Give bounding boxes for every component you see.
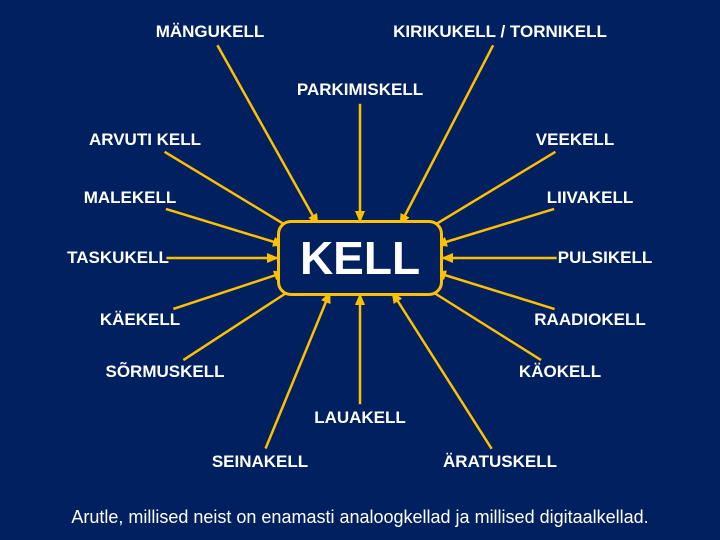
node-aratuskell: ÄRATUSKELL xyxy=(443,452,557,472)
node-mangukell: MÄNGUKELL xyxy=(156,22,265,42)
node-kaokell: KÄOKELL xyxy=(519,362,601,382)
arrow-aratuskell xyxy=(392,292,492,449)
arrow-mangukell xyxy=(217,45,318,225)
caption-text: Arutle, millised neist on enamasti analo… xyxy=(0,507,720,528)
node-liivakell: LIIVAKELL xyxy=(547,188,634,208)
node-lauakell: LAUAKELL xyxy=(314,408,406,428)
node-pulsikell: PULSIKELL xyxy=(558,248,652,268)
arrow-veekell xyxy=(423,152,555,232)
node-kaekell: KÄEKELL xyxy=(100,310,180,330)
node-sormuskell: SÕRMUSKELL xyxy=(106,362,225,382)
center-node-label: KELL xyxy=(300,231,420,285)
diagram-stage: KELL MÄNGUKELL KIRIKUKELL / TORNIKELL PARK… xyxy=(0,0,720,540)
arrow-arvutikell xyxy=(165,152,297,232)
arrow-sormuskell xyxy=(183,284,300,360)
node-kirikukell: KIRIKUKELL / TORNIKELL xyxy=(393,22,607,42)
node-parkimiskell: PARKIMISKELL xyxy=(297,80,423,100)
node-raadiokell: RAADIOKELL xyxy=(534,310,645,330)
node-arvutikell: ARVUTI KELL xyxy=(89,130,201,150)
center-node: KELL xyxy=(277,220,443,296)
node-taskukell: TASKUKELL xyxy=(67,248,169,268)
node-seinakell: SEINAKELL xyxy=(212,452,308,472)
arrow-kaokell xyxy=(420,284,541,360)
node-veekell: VEEKELL xyxy=(536,130,614,150)
node-malekell: MALEKELL xyxy=(84,188,177,208)
